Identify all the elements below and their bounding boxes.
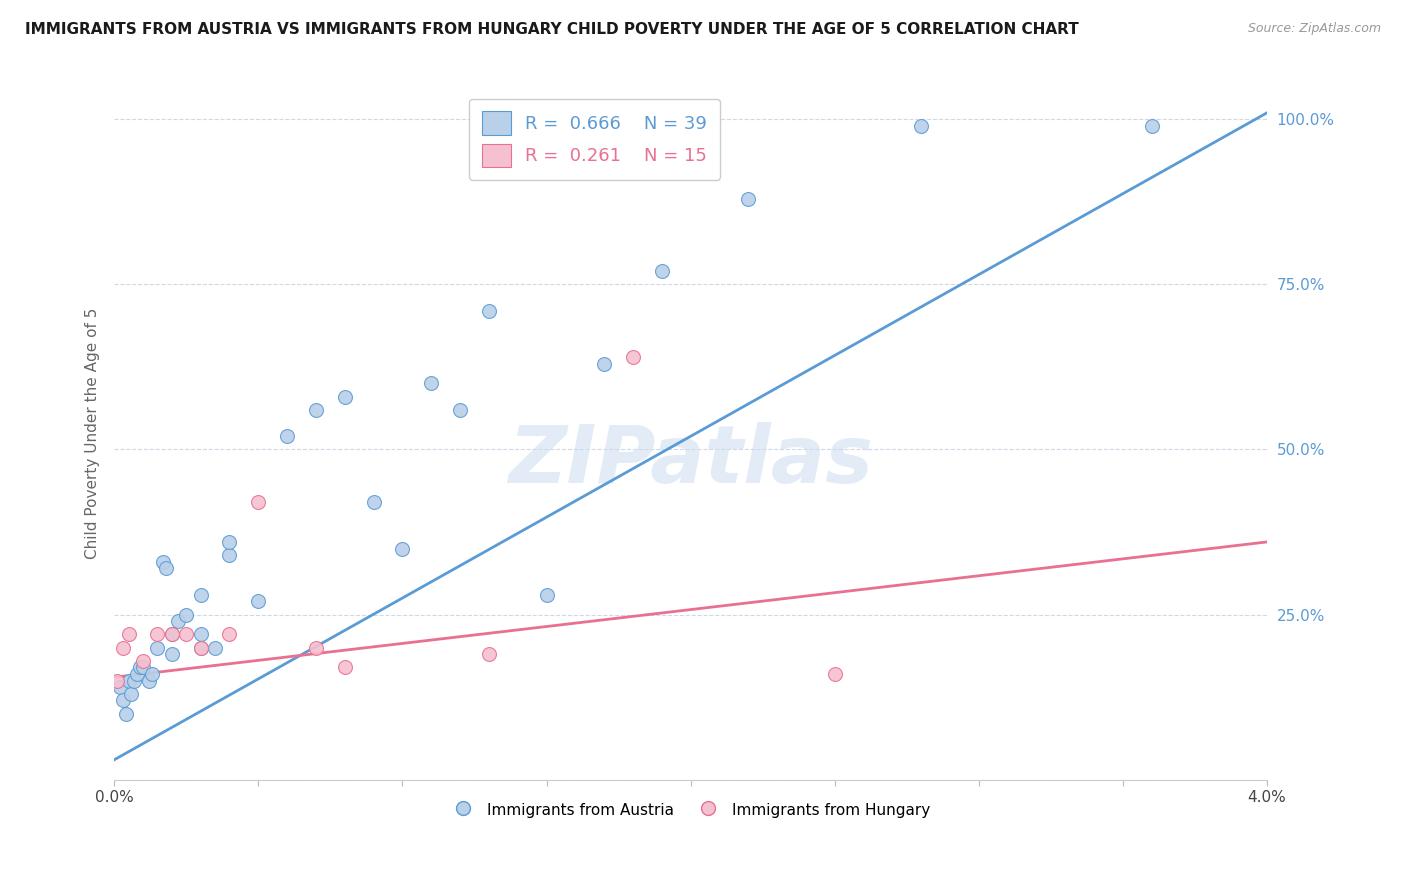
Point (117, 627, 139, 641)
Point (105, 673, 128, 688)
Point (1140, 119, 1163, 133)
Point (121, 687, 143, 701)
Text: ZIPatlas: ZIPatlas (508, 422, 873, 500)
Point (824, 667, 846, 681)
Point (391, 541, 413, 556)
Point (132, 660, 155, 674)
Point (478, 303, 501, 318)
Point (190, 588, 212, 602)
Point (247, 495, 270, 509)
Point (218, 548, 240, 562)
Point (218, 627, 240, 641)
Point (449, 403, 471, 417)
Point (127, 667, 149, 681)
Point (478, 647, 501, 661)
Point (174, 627, 197, 641)
Point (129, 660, 152, 674)
Point (166, 614, 188, 628)
Point (204, 640, 226, 655)
Point (155, 561, 177, 575)
Point (737, 192, 759, 206)
Point (160, 627, 183, 641)
Point (190, 640, 212, 655)
Point (146, 627, 169, 641)
Point (276, 429, 298, 443)
Point (305, 403, 328, 417)
Point (621, 350, 644, 364)
Legend: Immigrants from Austria, Immigrants from Hungary: Immigrants from Austria, Immigrants from… (446, 796, 936, 824)
Y-axis label: Child Poverty Under the Age of 5: Child Poverty Under the Age of 5 (86, 308, 100, 558)
Point (160, 647, 183, 661)
Point (132, 654, 155, 668)
Point (138, 673, 160, 688)
Point (117, 673, 139, 688)
Point (141, 667, 163, 681)
Text: Source: ZipAtlas.com: Source: ZipAtlas.com (1247, 22, 1381, 36)
Point (305, 640, 328, 655)
Point (152, 555, 174, 569)
Point (910, 119, 932, 133)
Point (124, 673, 146, 688)
Point (536, 588, 558, 602)
Point (190, 627, 212, 641)
Point (363, 495, 385, 509)
Text: IMMIGRANTS FROM AUSTRIA VS IMMIGRANTS FROM HUNGARY CHILD POVERTY UNDER THE AGE O: IMMIGRANTS FROM AUSTRIA VS IMMIGRANTS FR… (25, 22, 1078, 37)
Point (190, 640, 212, 655)
Point (111, 640, 134, 655)
Point (114, 706, 136, 721)
Point (108, 680, 131, 694)
Point (111, 693, 134, 707)
Point (593, 357, 616, 371)
Point (420, 376, 443, 391)
Point (174, 607, 197, 622)
Point (333, 660, 356, 674)
Point (146, 640, 169, 655)
Point (333, 390, 356, 404)
Point (651, 264, 673, 278)
Point (218, 535, 240, 549)
Point (160, 627, 183, 641)
Point (247, 594, 270, 608)
